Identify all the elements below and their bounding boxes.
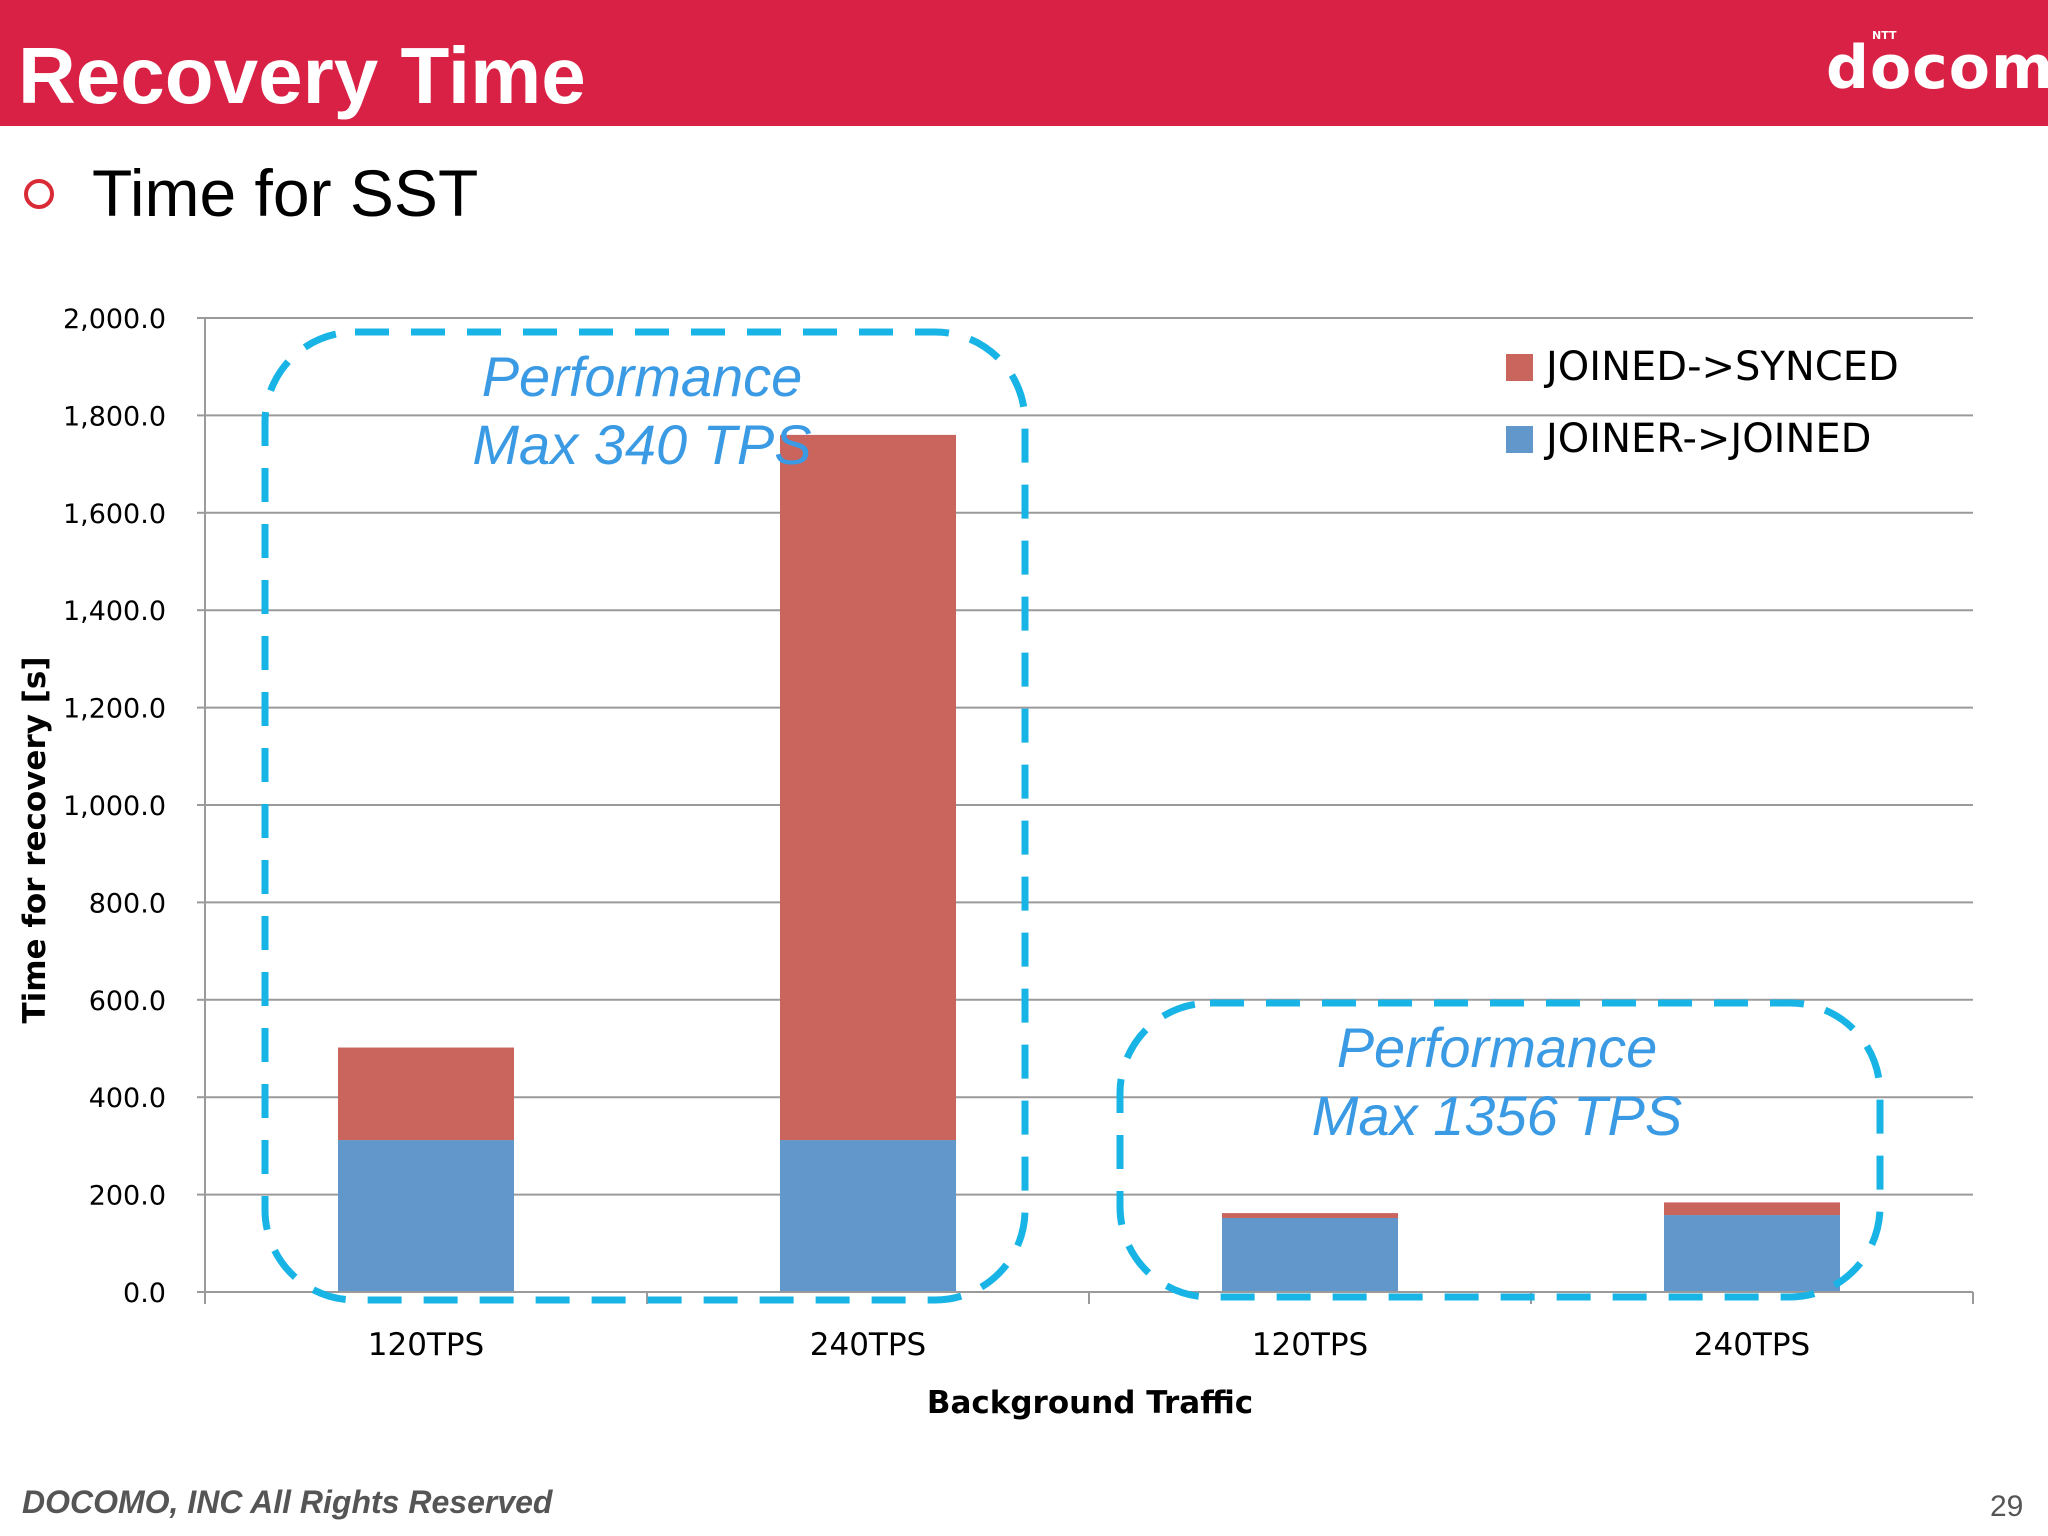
y-tick-label: 400.0 [89,1083,166,1114]
annotation-line2: Max 1356 TPS [1312,1084,1682,1147]
y-tick-label: 1,400.0 [63,596,166,627]
legend-swatch [1506,354,1533,381]
bar-segment [1664,1202,1840,1216]
page-number: 29 [1990,1490,2024,1523]
x-tick-label: 240TPS [1694,1327,1810,1363]
y-tick-label: 1,800.0 [63,401,166,432]
annotation-box [1116,999,1884,1301]
y-tick-label: 2,000.0 [63,304,166,335]
annotation-line1: Performance [1337,1016,1658,1079]
bullet-text: Time for SST [92,156,479,230]
y-tick-label: 800.0 [89,888,166,919]
y-tick-label: 200.0 [89,1181,166,1212]
y-tick-label: 1,600.0 [63,499,166,530]
bar-segment [780,434,956,1141]
y-tick-label: 0.0 [123,1278,166,1309]
bar-segment [780,1140,956,1292]
x-tick-label: 120TPS [368,1327,484,1363]
slide-title: Recovery Time [18,31,586,120]
y-tick-label: 600.0 [89,986,166,1017]
bar-segment [338,1140,514,1292]
annotation-line1: Performance [482,345,803,408]
x-axis-title: Background Traffic [927,1385,1253,1421]
bar-segment [1664,1215,1840,1292]
legend-swatch [1506,426,1533,453]
y-tick-label: 1,000.0 [63,791,166,822]
brand-logo-superscript: NTT [1872,29,1897,42]
legend: JOINED->SYNCED JOINER->JOINED [1506,344,1899,462]
bar-segment [1222,1213,1398,1218]
annotation-line2: Max 340 TPS [472,413,811,476]
x-tick-label: 120TPS [1252,1327,1368,1363]
y-axis-title: Time for recovery [s] [17,656,53,1023]
bar-segment [338,1047,514,1141]
y-tick-label: 1,200.0 [63,694,166,725]
bars [338,434,1840,1292]
annotation-box [261,328,1029,1304]
x-tick-label: 240TPS [810,1327,926,1363]
bar-segment [1222,1217,1398,1292]
x-tick-labels: 120TPS 240TPS 120TPS 240TPS [368,1327,1810,1363]
header-bar [0,0,2048,126]
legend-label: JOINER->JOINED [1543,416,1871,462]
footer-copyright: DOCOMO, INC All Rights Reserved [22,1484,553,1520]
brand-logo: docomo [1826,33,2048,103]
y-tick-labels: 0.0 200.0 400.0 600.0 800.0 1,000.0 1,200.0 1,4… [63,304,166,1309]
legend-label: JOINED->SYNCED [1543,344,1899,390]
bullet-circle-icon [24,179,54,209]
